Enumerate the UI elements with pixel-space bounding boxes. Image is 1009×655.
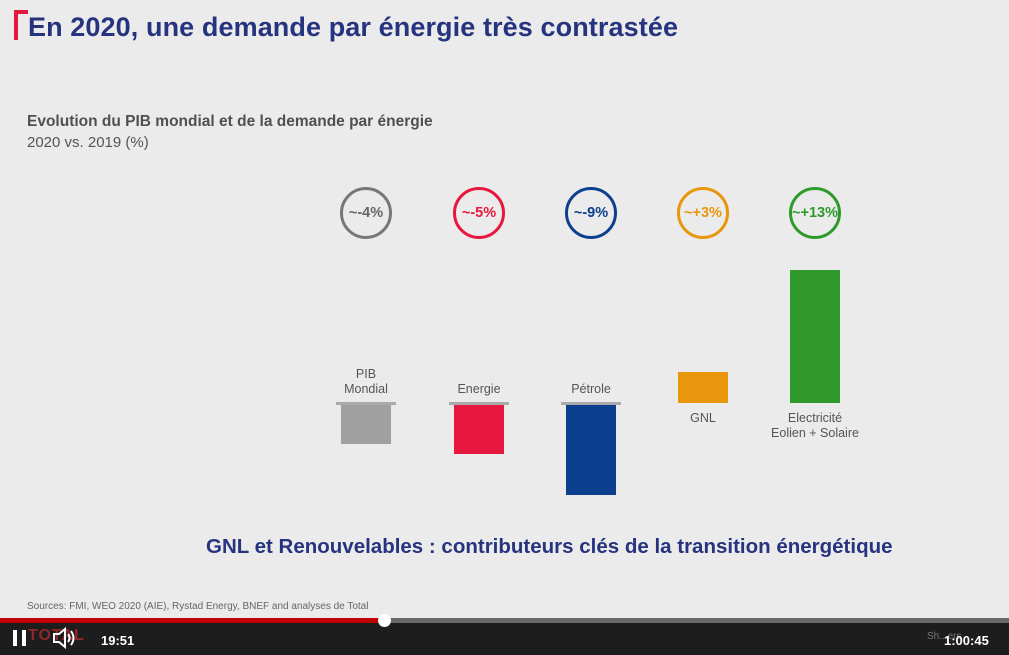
value-badge: ~-5% (453, 187, 505, 239)
category-label: Electricité Eolien + Solaire (755, 411, 875, 441)
category-label-line: PIB (355, 367, 377, 381)
value-badge: ~+13% (789, 187, 841, 239)
bar-baseline (561, 402, 621, 405)
bar (341, 403, 391, 444)
ghost-overlay-text: Sh...ers (927, 631, 962, 642)
category-label-line: Energie (457, 382, 501, 396)
category-label-line: GNL (690, 411, 716, 425)
progress-handle[interactable] (378, 614, 392, 627)
bar-baseline (336, 402, 396, 405)
bar (790, 270, 840, 403)
chart-title: Evolution du PIB mondial et de la demand… (27, 113, 433, 130)
category-label-line: Eolien + Solaire (771, 426, 859, 440)
pause-icon[interactable] (13, 630, 27, 646)
bar (566, 403, 616, 495)
category-label-line: Mondial (344, 382, 388, 396)
current-time: 19:51 (101, 633, 135, 648)
chart-subtitle: 2020 vs. 2019 (%) (27, 134, 149, 151)
sources-note: Sources: FMI, WEO 2020 (AIE), Rystad Ene… (27, 601, 369, 612)
category-label: Energie (419, 382, 539, 397)
category-label-line: Electricité (787, 411, 843, 425)
category-label-line: Pétrole (571, 382, 611, 396)
slide-title: En 2020, une demande par énergie très co… (28, 12, 679, 42)
video-player-controls: TOTAL 19:51 Sh...ers 1:00:45 (0, 614, 1009, 655)
bar-baseline (449, 402, 509, 405)
total-time: 1:00:45 (944, 633, 989, 648)
volume-icon[interactable] (52, 626, 78, 650)
category-label: GNL (643, 411, 763, 426)
category-label: PIB Mondial (306, 367, 426, 397)
bar (454, 403, 504, 454)
value-badge: ~+3% (677, 187, 729, 239)
progress-fill (0, 618, 385, 623)
bar (678, 372, 728, 403)
presentation-slide: En 2020, une demande par énergie très co… (14, 10, 893, 612)
value-badge: ~-4% (340, 187, 392, 239)
progress-bar[interactable] (0, 614, 1009, 627)
slide-tagline: GNL et Renouvelables : contributeurs clé… (206, 535, 893, 558)
title-bracket-decoration (14, 10, 28, 40)
value-badge: ~-9% (565, 187, 617, 239)
category-label: Pétrole (531, 382, 651, 397)
